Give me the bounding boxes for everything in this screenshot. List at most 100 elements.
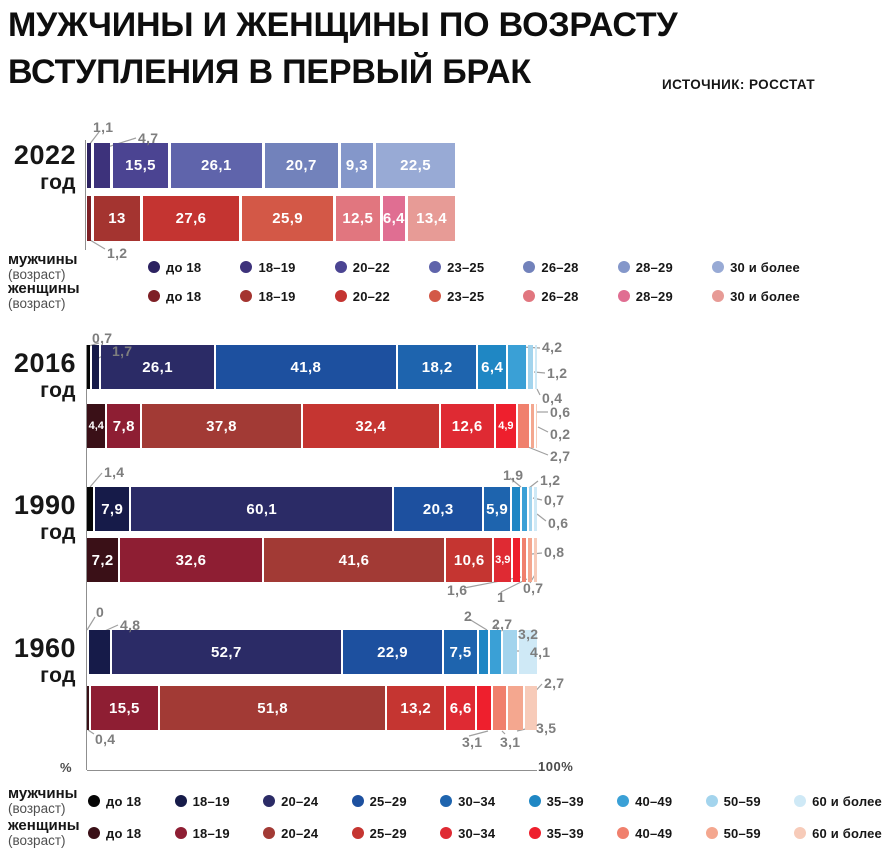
legend-dot xyxy=(705,795,718,807)
legend-head-name: мужчины xyxy=(8,251,78,269)
callout-value-label: 1,7 xyxy=(112,343,133,359)
bar-segment xyxy=(536,404,537,448)
legend-dot xyxy=(88,795,100,807)
segment-value-label: 26,1 xyxy=(200,157,232,174)
bar-segment xyxy=(522,487,528,531)
segment-value-label: 6,4 xyxy=(481,358,504,376)
bar-segment xyxy=(522,538,527,582)
bar-segment: 26,1 xyxy=(170,143,263,188)
legend-dot xyxy=(794,795,807,807)
legend-items: до 18 18–19 20–24 25–29 30–34 35–39 40–49 50–59… xyxy=(88,794,886,809)
bar-segment: 52,7 xyxy=(111,630,341,674)
legend-head-name: женщины xyxy=(8,280,80,298)
segment-value-label: 4,9 xyxy=(498,420,514,432)
page-title-line2: ВСТУПЛЕНИЯ В ПЕРВЫЙ БРАК xyxy=(8,52,531,91)
segment-value-label: 25,9 xyxy=(272,210,304,227)
legend-label: 60 и более xyxy=(812,793,882,809)
segment-value-label: 60,1 xyxy=(246,500,278,518)
bar-segment: 3,9 xyxy=(494,538,512,582)
axis-percent-label: % xyxy=(60,760,73,775)
bar-1960-men: 52,7 22,9 7,5 xyxy=(87,630,538,674)
legend-label: 30 и более xyxy=(730,259,800,275)
bar-segment xyxy=(489,630,502,674)
bar-segment xyxy=(519,630,538,674)
callout-value-label: 3,1 xyxy=(500,734,521,750)
legend-item: 60 и более xyxy=(794,826,882,841)
legend-row-women: женщины (возраст) до 18 18–19 20–22 23–25 26–2… xyxy=(8,281,886,311)
legend-item: 30–34 xyxy=(440,794,495,809)
year-value: 2016 xyxy=(13,348,76,378)
bar-segment: 7,2 xyxy=(87,538,119,582)
bar-segment xyxy=(513,538,521,582)
legend-dot xyxy=(240,290,253,302)
callout-value-label: 3,2 xyxy=(518,626,539,642)
legend-item: 28–29 xyxy=(617,289,673,304)
legend-item: 30 и более xyxy=(712,260,800,275)
bar-2016-men: 26,1 41,8 18,2 6,4 xyxy=(87,345,537,389)
legend-item: 35–39 xyxy=(528,826,584,841)
callout-value-label: 2,7 xyxy=(550,448,571,464)
source-label: ИСТОЧНИК: РОССТАТ xyxy=(662,77,815,92)
bar-segment xyxy=(518,404,530,448)
bar-segment xyxy=(89,630,110,674)
chart-groups-historic: % 100% 2016 год 26,1 41,8 18,2 6,4 0,7 1,7 4,2 1,… xyxy=(0,330,886,800)
bar-segment: 13 xyxy=(94,196,140,241)
callout-value-label: 1,9 xyxy=(503,467,524,483)
callout-value-label: 4,8 xyxy=(120,617,141,633)
bar-segment: 6,6 xyxy=(446,686,476,730)
segment-value-label: 7,8 xyxy=(112,417,135,435)
bar-segment: 7,9 xyxy=(95,487,130,531)
legend-dot xyxy=(528,827,541,839)
bar-segment: 15,5 xyxy=(113,143,168,188)
callout-value-label: 0 xyxy=(96,604,105,620)
bar-segment: 27,6 xyxy=(142,196,240,241)
legend-item: 26–28 xyxy=(523,260,578,275)
legend-label: 25–29 xyxy=(369,793,407,809)
legend-item: 35–39 xyxy=(528,794,584,809)
legend-dot xyxy=(174,795,187,807)
page-title: МУЖЧИНЫ И ЖЕНЩИНЫ ПО ВОЗРАСТУ ВСТУПЛЕНИЯ … xyxy=(8,2,828,95)
legend-item: 25–29 xyxy=(351,793,407,809)
segment-value-label: 5,9 xyxy=(486,500,509,518)
legend-label: 20–22 xyxy=(352,288,390,304)
callout-value-label: 2,7 xyxy=(544,675,565,691)
year-label-2016: 2016 год xyxy=(0,348,76,402)
callout-value-label: 1,4 xyxy=(104,464,125,480)
bar-2022-women: 13 27,6 25,9 12,5 6,4 13,4 xyxy=(87,196,456,241)
bar-segment: 41,6 xyxy=(263,538,445,582)
callout-value-label: 0,4 xyxy=(95,731,116,747)
bar-segment: 12,5 xyxy=(335,196,380,241)
legend-dot xyxy=(334,290,347,302)
bar-segment: 18,2 xyxy=(397,345,477,389)
bar-segment xyxy=(93,143,111,188)
callout-value-label: 1,6 xyxy=(447,582,468,598)
callout-value-label: 0,7 xyxy=(92,330,113,346)
legend-item: 60 и более xyxy=(794,794,882,809)
year-label-1990: 1990 год xyxy=(0,492,76,544)
bar-segment xyxy=(87,196,92,241)
legend-label: 60 и более xyxy=(812,825,882,841)
legend-label: 40–49 xyxy=(635,793,673,809)
axis-line-horizontal xyxy=(87,770,537,771)
legend-item: 20–22 xyxy=(334,288,390,304)
bar-segment: 22,5 xyxy=(376,143,455,188)
callout-value-label: 0,4 xyxy=(542,390,563,406)
legend-dot xyxy=(705,827,718,839)
bar-segment xyxy=(534,487,537,531)
legend-items: до 18 18–19 20–24 25–29 30–34 35–39 40–49 50–59… xyxy=(88,826,886,841)
segment-value-label: 20,7 xyxy=(285,157,317,174)
bar-segment xyxy=(525,686,537,730)
callout-value-label: 0,6 xyxy=(550,404,571,420)
bar-segment xyxy=(528,538,532,582)
callout-value-label: 3,5 xyxy=(536,720,557,736)
legend-dot xyxy=(351,827,364,839)
chart-group-2022: 2022 год 15,5 26,1 20,7 9,3 22,5 1,1 4,7 13 27,6… xyxy=(0,118,886,268)
bar-segment: 13,4 xyxy=(408,196,456,241)
bar-segment xyxy=(503,630,518,674)
legend-label: до 18 xyxy=(166,288,202,304)
legend-items: до 18 18–19 20–22 23–25 26–28 28–29 30 и более xyxy=(148,289,886,304)
segment-value-label: 41,8 xyxy=(290,358,322,376)
legend-item: 30–34 xyxy=(440,826,495,841)
legend-label: 20–22 xyxy=(352,259,390,275)
legend-dot xyxy=(429,261,442,273)
